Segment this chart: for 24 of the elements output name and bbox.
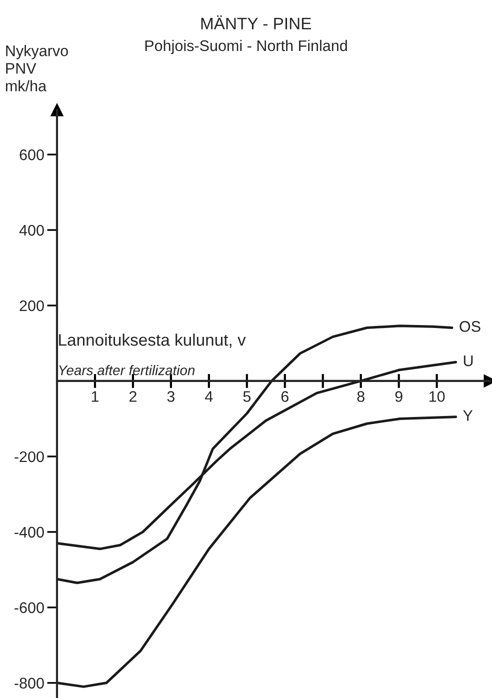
y-tick-label: -800 <box>14 678 44 689</box>
y-axis-title: Nykyarvo PNV mk/ha <box>6 45 68 92</box>
annotation: Years after fertilization <box>59 365 195 376</box>
y-tick-label: 200 <box>20 300 44 312</box>
x-tick-label: 3 <box>167 391 175 402</box>
x-axis-title: Lannoituksesta kulunut, v <box>59 334 246 348</box>
chart-title: MÄNTY - PINE <box>201 15 311 30</box>
x-tick-label: 6 <box>281 391 288 402</box>
x-tick-label: 4 <box>205 391 213 402</box>
x-tick-label: 10 <box>429 391 445 402</box>
y-tick-label: -600 <box>14 602 44 614</box>
x-tick-label: 1 <box>92 391 98 402</box>
x-tick-label: 9 <box>395 391 402 402</box>
series-label: Y <box>463 410 473 421</box>
y-tick-label: -400 <box>14 526 44 538</box>
y-tick-label: -200 <box>14 451 44 462</box>
chart-subtitle: Pohjois-Suomi - North Finland <box>145 40 347 54</box>
y-tick-label: 600 <box>20 149 44 160</box>
x-tick-label: 5 <box>243 391 251 402</box>
x-tick-label: 2 <box>129 391 136 402</box>
y-tick-label: 400 <box>19 224 44 236</box>
series-label: OS <box>460 321 480 332</box>
series-label: U <box>464 356 473 366</box>
x-tick-label: 8 <box>357 391 364 402</box>
